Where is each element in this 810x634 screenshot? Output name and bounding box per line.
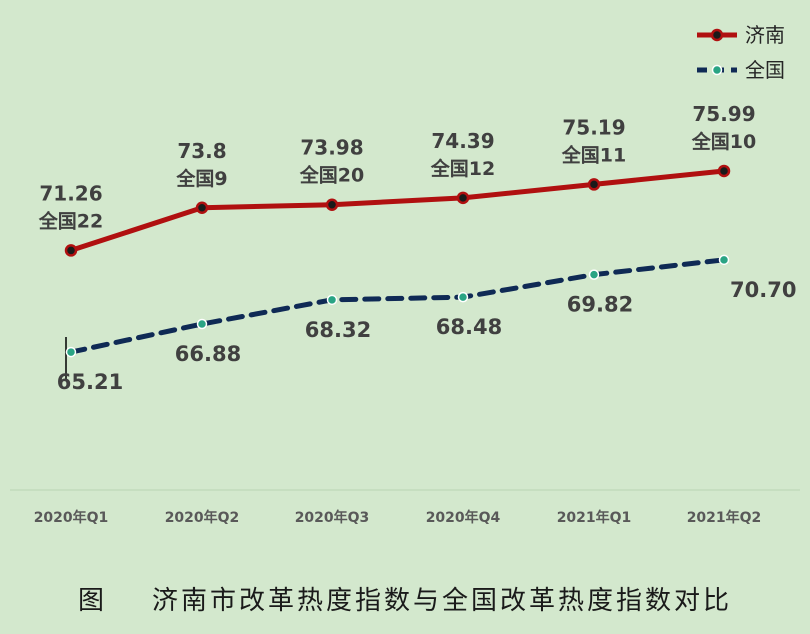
legend-label-jinan: 济南 [745,23,785,47]
x-tick-label: 2021年Q2 [687,509,762,526]
data-point-jinan [456,191,470,205]
data-label-jinan-value: 71.26 [39,181,102,205]
data-label-jinan-rank: 全国11 [561,143,626,166]
data-label-quanguo-value: 68.32 [305,318,371,342]
x-tick-label: 2020年Q1 [34,509,109,526]
data-labels: 71.26 全国22 73.8 全国9 73.98 全国20 74.39 全国12 75.19 全… [38,102,797,394]
chart-caption: 图 济南市改革热度指数与全国改革热度指数对比 [77,586,733,616]
data-label-quanguo-value: 70.70 [730,278,796,302]
data-point-jinan [64,244,78,257]
data-label-jinan-rank: 全国10 [691,130,756,153]
legend-marker-jinan [710,28,724,42]
data-point-quanguo [196,318,208,330]
data-label-quanguo-value: 66.88 [175,342,241,366]
data-label-jinan-value: 74.39 [431,129,494,153]
x-tick-label: 2020年Q4 [426,509,501,526]
data-label-quanguo-value: 69.82 [567,293,633,317]
data-point-quanguo [457,291,469,303]
data-point-quanguo [588,269,600,280]
data-point-quanguo [65,346,77,358]
data-label-jinan-value: 73.8 [177,139,226,163]
data-label-jinan-rank: 全国9 [175,167,227,190]
data-point-jinan [195,201,209,215]
data-point-quanguo [718,254,730,266]
data-label-jinan-value: 75.99 [692,102,755,126]
series-lines [68,168,727,355]
x-tick-labels: 2020年Q1 2020年Q2 2020年Q3 2020年Q4 2021年Q1 2021年… [34,509,762,526]
data-label-jinan-value: 75.19 [562,115,625,139]
legend-label-quanguo: 全国 [745,58,785,82]
x-tick-label: 2020年Q3 [295,509,370,526]
data-point-quanguo [326,294,338,306]
data-label-jinan-rank: 全国20 [299,164,364,187]
series-points [64,164,731,358]
data-label-jinan-value: 73.98 [300,136,363,160]
data-point-jinan [587,178,601,191]
x-tick-label: 2021年Q1 [557,509,632,526]
x-tick-label: 2020年Q2 [165,509,240,526]
data-point-jinan [325,198,339,211]
series-line-quanguo [68,257,727,355]
data-label-quanguo-value: 65.21 [57,370,123,394]
data-point-jinan [717,164,731,178]
data-label-quanguo-value: 68.48 [436,315,502,339]
data-label-jinan-rank: 全国22 [38,209,103,232]
legend-marker-quanguo [711,64,723,76]
series-line-jinan [70,168,725,253]
data-label-jinan-rank: 全国12 [430,157,495,180]
